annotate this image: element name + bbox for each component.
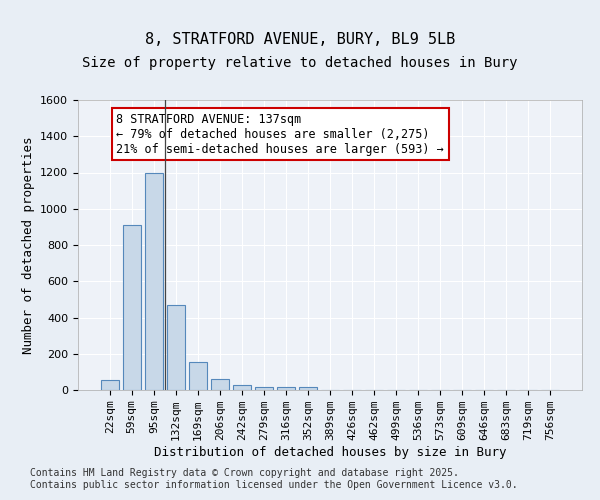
Bar: [123, 225, 140, 390]
Bar: [299, 388, 317, 390]
Bar: [167, 305, 185, 390]
Bar: [145, 172, 163, 390]
Text: 8, STRATFORD AVENUE, BURY, BL9 5LB: 8, STRATFORD AVENUE, BURY, BL9 5LB: [145, 32, 455, 48]
Text: Contains HM Land Registry data © Crown copyright and database right 2025.
Contai: Contains HM Land Registry data © Crown c…: [30, 468, 518, 490]
Text: Size of property relative to detached houses in Bury: Size of property relative to detached ho…: [82, 56, 518, 70]
Bar: [189, 362, 206, 390]
Bar: [255, 386, 273, 390]
Bar: [211, 379, 229, 390]
Bar: [101, 380, 119, 390]
Bar: [277, 388, 295, 390]
X-axis label: Distribution of detached houses by size in Bury: Distribution of detached houses by size …: [154, 446, 506, 459]
Y-axis label: Number of detached properties: Number of detached properties: [22, 136, 35, 354]
Text: 8 STRATFORD AVENUE: 137sqm
← 79% of detached houses are smaller (2,275)
21% of s: 8 STRATFORD AVENUE: 137sqm ← 79% of deta…: [116, 112, 444, 156]
Bar: [233, 385, 251, 390]
